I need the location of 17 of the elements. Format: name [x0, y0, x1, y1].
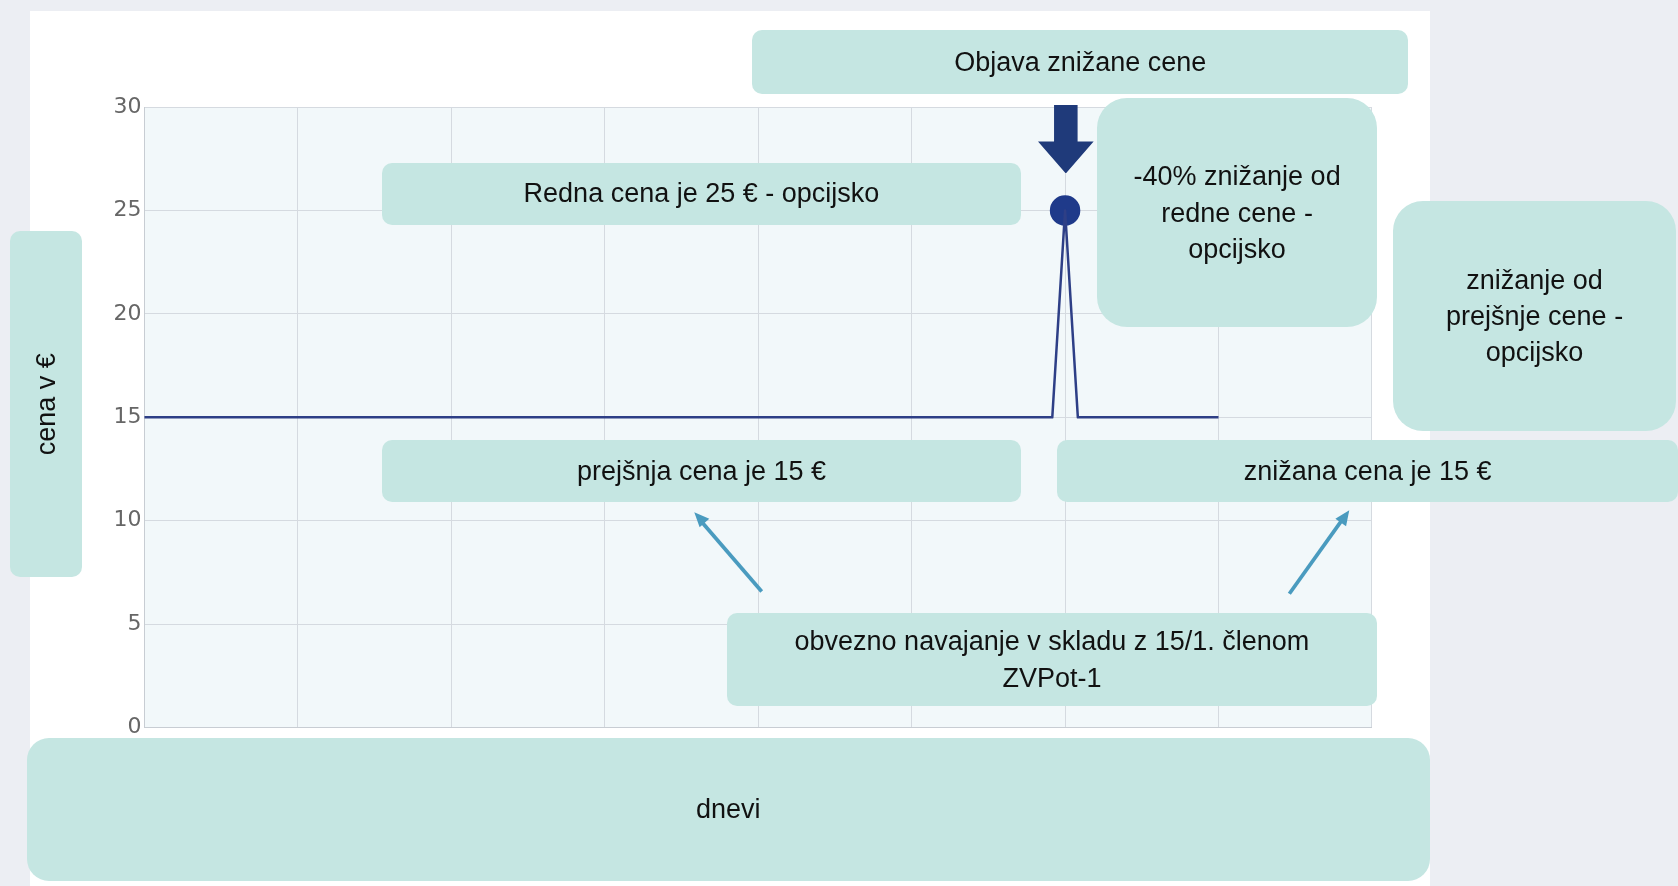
y-tick-label: 15 — [113, 403, 142, 429]
callout-box: dnevi — [26, 738, 1430, 881]
callout-box: cena v € — [9, 231, 83, 577]
y-tick-label: 10 — [113, 506, 142, 532]
callout-box: prejšnja cena je 15 € — [382, 439, 1021, 502]
callout-box: znižanje od prejšnje cene - opcijsko — [1393, 201, 1676, 432]
y-tick-label: 20 — [113, 299, 142, 325]
callout-box: Objava znižane cene — [752, 29, 1409, 95]
callout-box: znižana cena je 15 € — [1057, 439, 1678, 502]
y-axis-title: cena v € — [29, 352, 62, 456]
y-tick-label: 0 — [127, 713, 142, 739]
callout-box: -40% znižanje od redne cene - opcijsko — [1096, 98, 1378, 328]
y-tick-label: 5 — [127, 609, 142, 635]
y-tick-label: 25 — [113, 196, 142, 222]
callout-box: Redna cena je 25 € - opcijsko — [382, 162, 1021, 225]
callout-box: obvezno navajanje v skladu z 15/1. členom ZVPot-1 — [726, 613, 1378, 707]
y-tick-label: 30 — [113, 92, 142, 118]
